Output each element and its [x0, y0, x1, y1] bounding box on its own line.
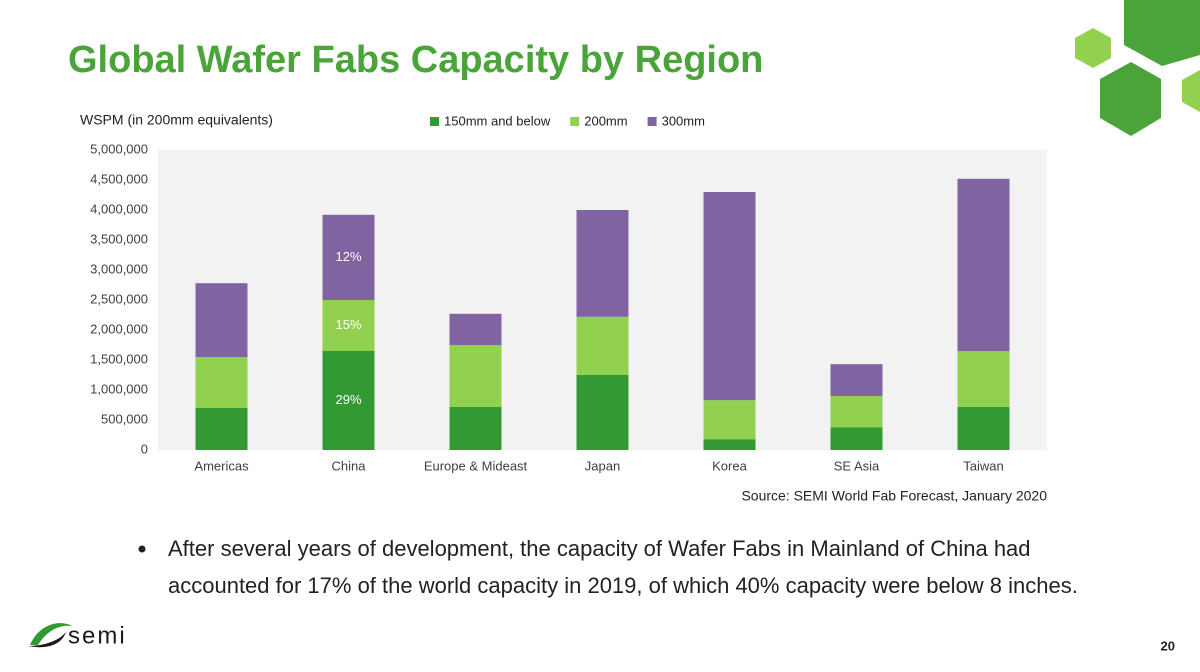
bar-segment: [576, 210, 629, 317]
bar-segment: [830, 396, 883, 428]
legend-label: 150mm and below: [444, 113, 551, 128]
hexagon: [1124, 0, 1200, 66]
y-tick-label: 3,500,000: [90, 231, 148, 246]
x-tick-label: Korea: [712, 458, 747, 473]
bar-segment: [957, 351, 1010, 407]
y-tick-label: 1,000,000: [90, 381, 148, 396]
data-label: 29%: [335, 392, 361, 407]
bar-segment: [703, 400, 756, 440]
bar-segment: [322, 351, 375, 450]
x-tick-label: Taiwan: [963, 458, 1003, 473]
bar-segment: [322, 300, 375, 351]
page-number: 20: [1161, 638, 1175, 653]
y-tick-label: 500,000: [101, 411, 148, 426]
bar-segment: [576, 316, 629, 375]
bar-segment: [322, 214, 375, 300]
y-tick-label: 5,000,000: [90, 141, 148, 156]
slide-title: Global Wafer Fabs Capacity by Region: [68, 39, 763, 81]
bullet-dot: [138, 545, 146, 553]
bar-segment: [449, 406, 502, 450]
hexagon: [1100, 62, 1161, 136]
bar-segment: [703, 192, 756, 401]
bar-segment: [195, 357, 248, 408]
y-tick-label: 4,000,000: [90, 201, 148, 216]
legend-label: 300mm: [662, 113, 705, 128]
bar-segment: [449, 313, 502, 345]
logo: semi: [68, 622, 127, 649]
x-tick-label: Europe & Mideast: [424, 458, 528, 473]
x-tick-label: China: [332, 458, 367, 473]
x-tick-label: Japan: [585, 458, 620, 473]
legend-swatch: [430, 117, 439, 126]
y-tick-label: 0: [141, 441, 148, 456]
bar-segment: [195, 283, 248, 357]
x-tick-label: Americas: [194, 458, 249, 473]
y-tick-label: 1,500,000: [90, 351, 148, 366]
hexagon: [1075, 28, 1111, 68]
bar-segment: [576, 375, 629, 450]
data-label: 12%: [335, 249, 361, 264]
logo-swoosh: [28, 632, 66, 648]
bullet-text: After several years of development, the …: [168, 536, 1078, 598]
data-label: 15%: [335, 317, 361, 332]
y-axis-label: WSPM (in 200mm equivalents): [80, 112, 273, 128]
bar-segment: [957, 178, 1010, 351]
logo-swoosh: [30, 623, 72, 645]
bar-segment: [957, 406, 1010, 450]
hexagon: [1182, 70, 1200, 112]
y-tick-label: 2,500,000: [90, 291, 148, 306]
legend-swatch: [570, 117, 580, 126]
y-tick-label: 4,500,000: [90, 171, 148, 186]
y-tick-label: 3,000,000: [90, 261, 148, 276]
source: Source: SEMI World Fab Forecast, January…: [741, 488, 1047, 504]
bar-segment: [195, 408, 248, 450]
bar-segment: [830, 427, 883, 450]
legend-label: 200mm: [584, 113, 627, 128]
bar-segment: [830, 364, 883, 396]
bar-segment: [449, 345, 502, 407]
x-tick-label: SE Asia: [834, 458, 880, 473]
y-tick-label: 2,000,000: [90, 321, 148, 336]
bar-segment: [703, 439, 756, 450]
legend-swatch: [647, 117, 657, 126]
